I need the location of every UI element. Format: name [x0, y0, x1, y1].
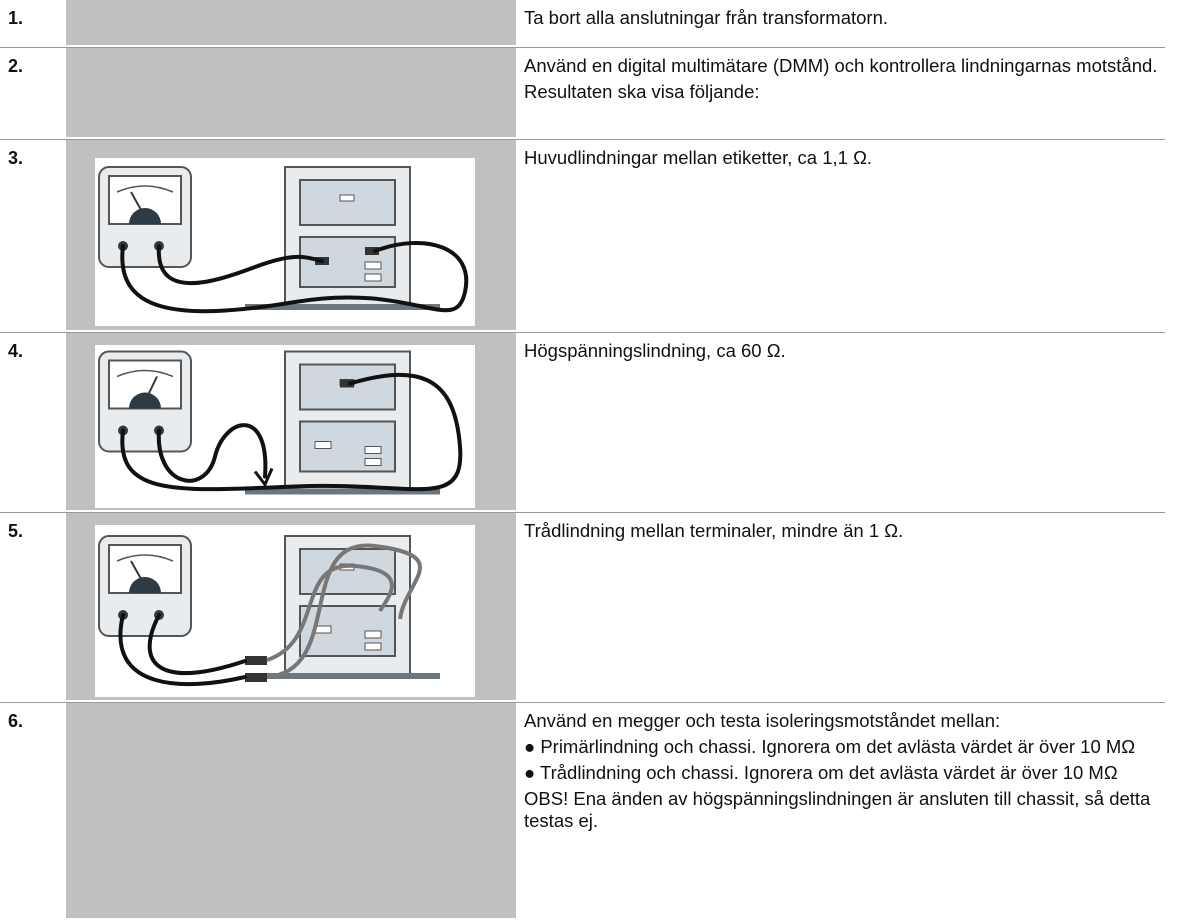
step-text: Använd en digital multimätare (DMM) och …: [524, 55, 1164, 107]
step-row: 5. Trådlindning mellan terminaler, mindre…: [0, 513, 1185, 703]
meter-diagram: [98, 350, 463, 495]
connector: [340, 379, 354, 388]
wire: [156, 423, 268, 483]
connector: [245, 656, 267, 665]
step-number: 1.: [8, 8, 24, 28]
wire: [147, 613, 247, 676]
label: [364, 261, 382, 270]
step-row: 2. Använd en digital multimätare (DMM) oc…: [0, 48, 1185, 140]
illustration: [95, 158, 475, 326]
connector: [365, 247, 379, 255]
wire: [120, 241, 469, 314]
paragraph: Använd en megger och testa isoleringsmot…: [524, 710, 1001, 731]
paragraph: Använd en digital multimätare (DMM) och …: [524, 55, 1158, 76]
step-text: Huvudlindningar mellan etiketter, ca 1,1…: [524, 147, 1164, 173]
illustration: [95, 345, 475, 508]
label: [364, 273, 382, 282]
illustration: [95, 525, 475, 697]
row-separator: [0, 47, 1165, 48]
arrow: [253, 467, 274, 488]
step-row: 4. Högspänningslindning, ca 60 Ω.: [0, 333, 1185, 513]
dial-scale: [116, 554, 174, 562]
image-cell: [66, 0, 516, 45]
step-number: 6.: [8, 711, 24, 731]
paragraph: Ta bort alla anslutningar från transform…: [524, 7, 889, 28]
wire: [266, 563, 394, 662]
row-separator: [0, 332, 1165, 333]
step-row: 6. Använd en megger och testa isoleringsm…: [0, 703, 1185, 921]
step-number: 2.: [8, 56, 24, 76]
needle: [130, 191, 146, 218]
image-cell: [66, 513, 516, 700]
needle: [144, 376, 158, 402]
drawer: [299, 179, 396, 226]
step-number: 4.: [8, 341, 24, 361]
meter-diagram: [98, 535, 440, 687]
label: [314, 441, 332, 449]
wire: [118, 613, 247, 687]
paragraph: ● Primärlindning och chassi. Ignorera om…: [524, 736, 1136, 757]
wire: [156, 244, 324, 286]
needle: [130, 560, 146, 587]
step-text: Använd en megger och testa isoleringsmot…: [524, 710, 1164, 836]
label: [364, 642, 382, 651]
step-text: Trådlindning mellan terminaler, mindre ä…: [524, 520, 1164, 546]
wire: [266, 543, 422, 679]
label: [339, 194, 355, 202]
image-cell: [66, 48, 516, 137]
base: [245, 673, 440, 679]
label: [364, 446, 382, 454]
drawer: [299, 363, 396, 411]
meter-diagram: [98, 166, 469, 314]
row-separator: [0, 702, 1165, 703]
step-text: Ta bort alla anslutningar från transform…: [524, 7, 1164, 33]
label: [364, 630, 382, 639]
label: [314, 625, 332, 634]
paragraph: Huvudlindningar mellan etiketter, ca 1,1…: [524, 147, 873, 168]
row-separator: [0, 139, 1165, 140]
image-cell: [66, 140, 516, 330]
dial-scale: [116, 185, 174, 193]
base: [245, 304, 440, 310]
step-text: Högspänningslindning, ca 60 Ω.: [524, 340, 1164, 366]
paragraph: Trådlindning mellan terminaler, mindre ä…: [524, 520, 904, 541]
connector: [245, 673, 267, 682]
step-row: 1. Ta bort alla anslutningar från transfo…: [0, 0, 1185, 48]
paragraph: Högspänningslindning, ca 60 Ω.: [524, 340, 786, 361]
paragraph: ● Trådlindning och chassi. Ignorera om d…: [524, 762, 1118, 783]
step-number: 3.: [8, 148, 24, 168]
paragraph: OBS! Ena änden av högspänningslindningen…: [524, 788, 1151, 831]
image-cell: [66, 333, 516, 510]
label: [364, 458, 382, 466]
step-row: 3. Huvudlindningar mellan etiketter, ca 1…: [0, 140, 1185, 333]
step-number: 5.: [8, 521, 24, 541]
base: [245, 488, 440, 495]
image-cell: [66, 703, 516, 918]
wire: [120, 372, 463, 492]
dial-scale: [116, 369, 174, 378]
row-separator: [0, 512, 1165, 513]
paragraph: Resultaten ska visa följande:: [524, 81, 760, 102]
